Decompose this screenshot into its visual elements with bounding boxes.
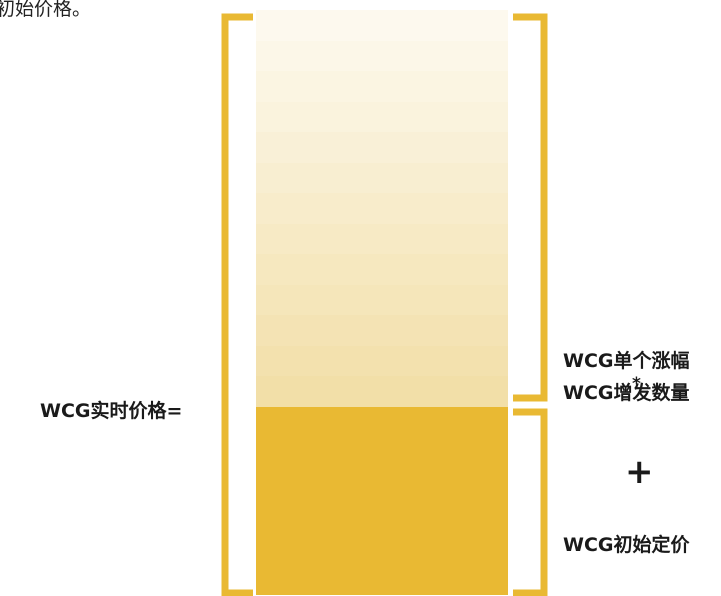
- increment-band: [256, 71, 508, 103]
- initial-price-block: [256, 407, 508, 595]
- right-lower-bracket: [513, 408, 548, 596]
- increment-band: [256, 40, 508, 72]
- increment-band: [256, 10, 508, 42]
- increment-band: [256, 284, 508, 316]
- increment-band: [256, 376, 508, 408]
- increment-band: [256, 132, 508, 164]
- right-upper-bracket: [513, 13, 548, 402]
- increment-band: [256, 162, 508, 194]
- left-bracket: [221, 13, 253, 596]
- increment-band: [256, 223, 508, 255]
- increment-band: [256, 101, 508, 133]
- issuance-quantity-label: WCG增发数量: [563, 382, 690, 404]
- realtime-price-label: WCG实时价格=: [40, 400, 183, 422]
- increment-band: [256, 345, 508, 377]
- truncated-caption: 初始价格。: [0, 0, 92, 20]
- price-column: [256, 10, 508, 595]
- multiply-sign: *: [632, 374, 641, 394]
- single-increase-label: WCG单个涨幅: [563, 350, 690, 372]
- increment-band: [256, 254, 508, 286]
- increment-band: [256, 315, 508, 347]
- plus-sign: +: [625, 452, 654, 492]
- increment-band: [256, 193, 508, 225]
- initial-price-label: WCG初始定价: [563, 534, 690, 556]
